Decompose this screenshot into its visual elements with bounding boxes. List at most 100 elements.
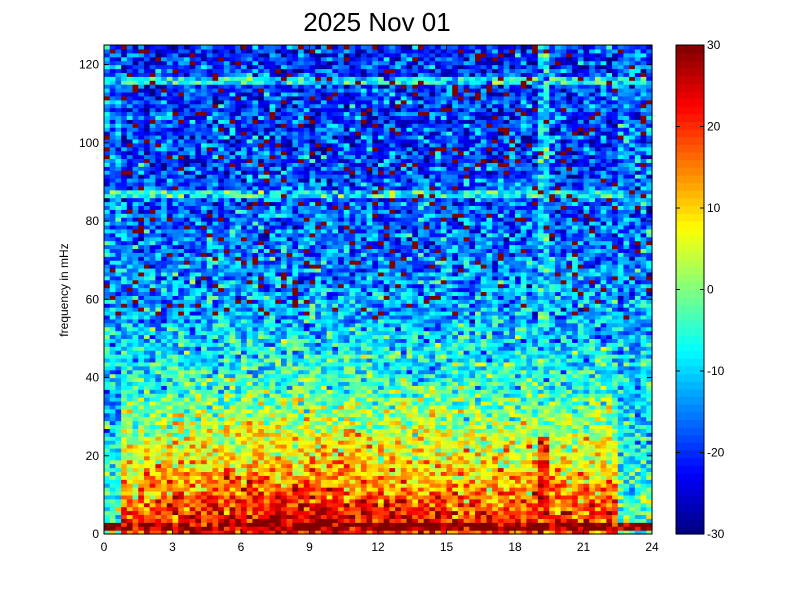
heatmap-cell <box>115 424 122 429</box>
heatmap-cell <box>189 381 196 386</box>
heatmap-cell <box>634 432 642 437</box>
heatmap-cell <box>309 342 316 347</box>
heatmap-cell <box>560 412 567 418</box>
heatmap-cell <box>166 526 174 531</box>
heatmap-cell <box>229 530 236 535</box>
heatmap-cell <box>166 444 174 449</box>
heatmap-cell <box>212 447 219 453</box>
heatmap-cell <box>195 361 202 367</box>
heatmap-cell <box>515 381 522 386</box>
heatmap-cell <box>520 447 528 453</box>
heatmap-cell <box>577 506 585 512</box>
heatmap-cell <box>183 455 191 461</box>
heatmap-cell <box>360 463 368 469</box>
heatmap-cell <box>275 342 282 347</box>
heatmap-cell <box>446 502 453 508</box>
heatmap-cell <box>549 397 556 402</box>
heatmap-cell <box>509 381 516 386</box>
heatmap-cell <box>634 408 642 414</box>
heatmap-cell <box>309 494 316 500</box>
heatmap-cell <box>161 416 168 422</box>
heatmap-cell <box>612 444 619 449</box>
heatmap-cell <box>395 354 402 359</box>
heatmap-cell <box>572 451 579 457</box>
heatmap-cell <box>486 408 493 414</box>
heatmap-cell <box>457 373 465 379</box>
heatmap-cell <box>320 361 328 367</box>
heatmap-cell <box>218 447 225 453</box>
heatmap-cell <box>452 373 459 379</box>
heatmap-cell <box>594 373 602 379</box>
heatmap-cell <box>218 432 225 437</box>
heatmap-cell <box>269 487 276 492</box>
heatmap-cell <box>143 518 151 523</box>
heatmap-cell <box>372 471 379 476</box>
heatmap-cell <box>178 479 185 484</box>
heatmap-cell <box>469 408 476 414</box>
heatmap-cell <box>372 424 379 429</box>
heatmap-cell <box>121 342 128 347</box>
heatmap-cell <box>143 373 151 379</box>
heatmap-cell <box>258 334 265 339</box>
heatmap-cell <box>526 412 533 418</box>
heatmap-cell <box>549 346 556 351</box>
heatmap-cell <box>515 397 522 402</box>
heatmap-cell <box>229 502 236 508</box>
heatmap-cell <box>372 506 379 512</box>
heatmap-cell <box>515 471 522 476</box>
heatmap-cell <box>275 463 282 469</box>
heatmap-cell <box>629 346 636 351</box>
heatmap-cell <box>457 498 465 504</box>
heatmap-cell <box>515 455 522 461</box>
heatmap-cell <box>629 514 636 519</box>
heatmap-cell <box>320 479 328 484</box>
heatmap-cell <box>400 487 408 492</box>
heatmap-cell <box>606 334 613 339</box>
heatmap-cell <box>258 506 265 512</box>
heatmap-cell <box>572 530 579 535</box>
heatmap-cell <box>195 381 202 386</box>
heatmap-cell <box>469 365 476 371</box>
heatmap-cell <box>549 444 556 449</box>
heatmap-cell <box>537 506 545 512</box>
heatmap-cell <box>520 463 528 469</box>
heatmap-cell <box>126 455 134 461</box>
heatmap-cell <box>480 350 488 355</box>
heatmap-cell <box>594 526 602 531</box>
heatmap-cell <box>201 475 208 480</box>
heatmap-cell <box>452 440 459 445</box>
heatmap-cell <box>395 510 402 516</box>
heatmap-cell <box>503 350 510 355</box>
heatmap-cell <box>241 424 248 429</box>
heatmap-cell <box>212 350 219 355</box>
heatmap-cell <box>509 530 516 535</box>
heatmap-cell <box>195 526 202 531</box>
heatmap-cell <box>132 393 139 398</box>
heatmap-cell <box>366 479 373 484</box>
heatmap-cell <box>617 350 625 355</box>
heatmap-cell <box>149 338 156 343</box>
heatmap-cell <box>623 334 630 339</box>
heatmap-cell <box>223 412 231 418</box>
heatmap-cell <box>457 330 465 336</box>
heatmap-cell <box>355 404 362 410</box>
heatmap-cell <box>320 373 328 379</box>
heatmap-cell <box>629 369 636 375</box>
heatmap-cell <box>503 490 510 496</box>
heatmap-cell <box>338 357 345 363</box>
heatmap-cell <box>275 451 282 457</box>
heatmap-cell <box>315 424 322 429</box>
heatmap-cell <box>309 428 316 433</box>
heatmap-cell <box>315 361 322 367</box>
heatmap-cell <box>201 428 208 433</box>
heatmap-cell <box>143 330 151 336</box>
heatmap-cell <box>263 447 271 453</box>
heatmap-cell <box>400 424 408 429</box>
heatmap-cell <box>115 514 122 519</box>
heatmap-cell <box>417 471 425 476</box>
heatmap-cell <box>400 377 408 383</box>
heatmap-cell <box>263 487 271 492</box>
heatmap-cell <box>440 420 448 426</box>
heatmap-cell <box>292 334 299 339</box>
heatmap-cell <box>355 436 362 441</box>
